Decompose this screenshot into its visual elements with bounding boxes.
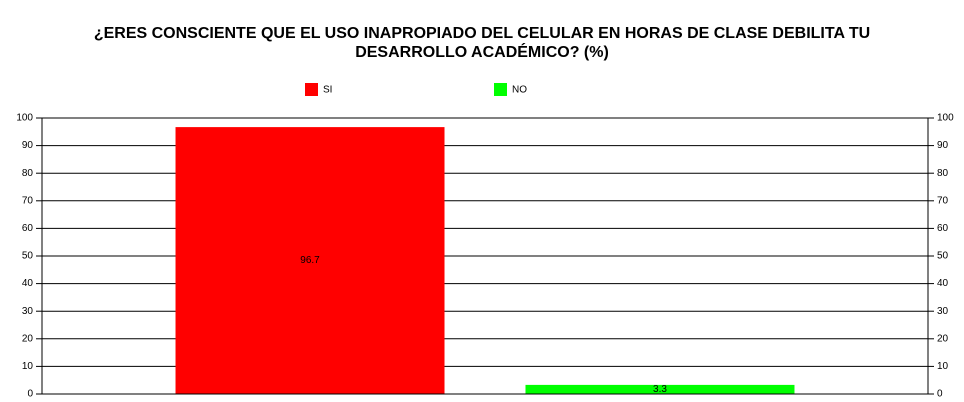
y2-tick-label: 20 (937, 333, 949, 344)
y2-tick-label: 80 (937, 168, 949, 179)
y-tick-label: 60 (22, 223, 34, 234)
y2-tick-label: 60 (937, 223, 949, 234)
chart-title: ¿ERES CONSCIENTE QUE EL USO INAPROPIADO … (93, 25, 871, 61)
y-tick-label: 50 (22, 251, 34, 262)
y2-tick-label: 0 (937, 389, 943, 400)
legend-swatch (494, 83, 507, 96)
y2-tick-label: 30 (937, 306, 949, 317)
legend-label: NO (512, 85, 527, 96)
bar (175, 127, 445, 394)
y-tick-label: 70 (22, 195, 34, 206)
legend-label: SI (323, 85, 332, 96)
y-tick-label: 30 (22, 306, 34, 317)
y2-tick-label: 90 (937, 140, 949, 151)
bar (525, 384, 795, 394)
y-tick-label: 20 (22, 333, 34, 344)
y2-tick-label: 70 (937, 195, 949, 206)
y-tick-label: 90 (22, 140, 34, 151)
y-tick-label: 10 (22, 361, 34, 372)
data-label: 96.7 (300, 255, 320, 266)
y2-tick-label: 10 (937, 361, 949, 372)
y2-tick-label: 40 (937, 278, 949, 289)
y-tick-label: 100 (16, 113, 33, 124)
y2-tick-label: 100 (937, 113, 954, 124)
data-label: 3.3 (653, 384, 667, 395)
y-tick-label: 40 (22, 278, 34, 289)
y2-tick-label: 50 (937, 251, 949, 262)
y-tick-label: 80 (22, 168, 34, 179)
y-tick-label: 0 (27, 389, 33, 400)
legend-swatch (305, 83, 318, 96)
